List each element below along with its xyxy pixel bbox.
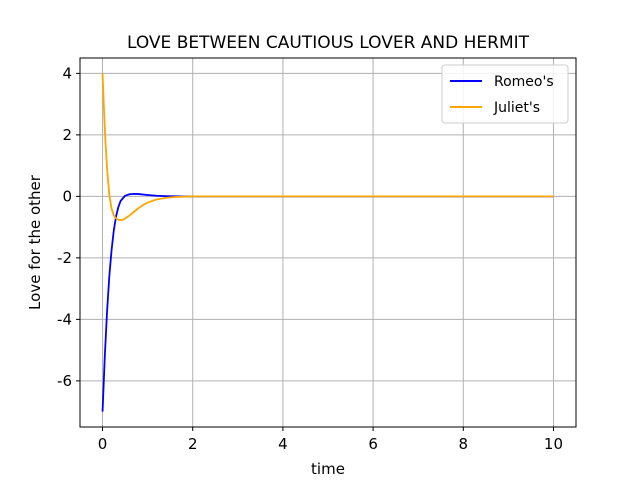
x-tick-label: 2 bbox=[188, 435, 198, 453]
series-line-juliet bbox=[101, 73, 554, 221]
tick-layer: 0 2 4 6 8 10 -6 -4 -2 0 2 4 bbox=[57, 64, 563, 453]
y-tick-label: 2 bbox=[62, 126, 72, 144]
legend-label: Romeo's bbox=[494, 74, 554, 90]
series-layer bbox=[101, 73, 554, 412]
x-tick-label: 0 bbox=[98, 435, 108, 453]
y-tick-label: -2 bbox=[57, 249, 72, 267]
y-axis-label: Love for the other bbox=[26, 174, 44, 310]
legend-entries: Romeo's Juliet's bbox=[450, 74, 554, 116]
x-tick-label: 4 bbox=[278, 435, 288, 453]
y-tick-label: 4 bbox=[62, 64, 72, 82]
legend-box bbox=[441, 64, 569, 124]
legend-label: Juliet's bbox=[493, 100, 540, 116]
y-tick-label: 0 bbox=[62, 187, 72, 205]
y-tick-label: -6 bbox=[57, 372, 72, 390]
x-tick-label: 8 bbox=[458, 435, 468, 453]
x-axis-label: time bbox=[311, 460, 345, 478]
x-tick-label: 6 bbox=[368, 435, 378, 453]
plot-frame bbox=[79, 57, 577, 428]
legend: Romeo's Juliet's bbox=[441, 64, 569, 124]
y-tick-label: -4 bbox=[57, 310, 72, 328]
chart-title: LOVE BETWEEN CAUTIOUS LOVER AND HERMIT bbox=[127, 33, 530, 53]
x-tick-label: 10 bbox=[544, 435, 563, 453]
